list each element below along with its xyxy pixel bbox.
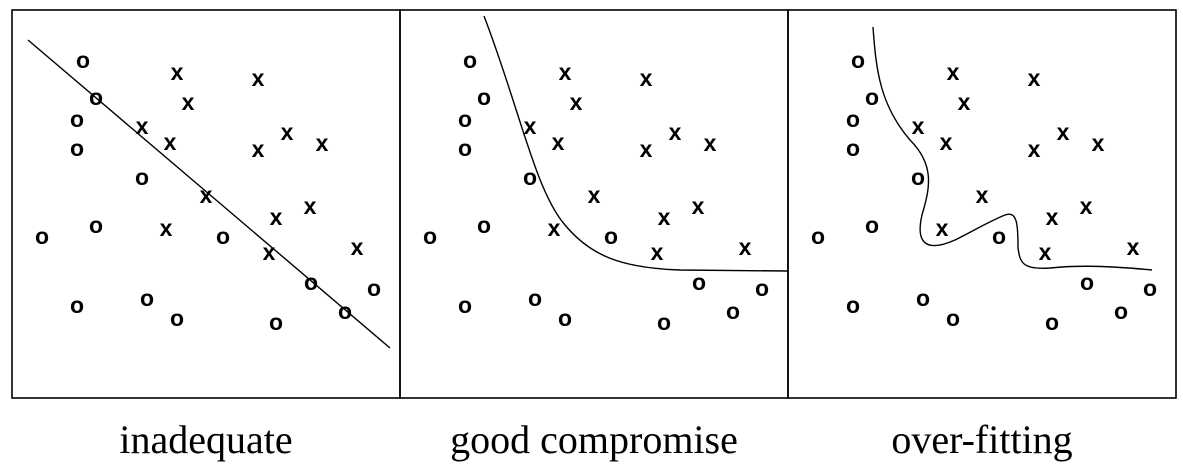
inadequate-o-point: o (76, 47, 90, 73)
inadequate-x-point: x (136, 113, 149, 139)
over-fitting-x-point: x (940, 129, 953, 155)
over-fitting-x-point: x (912, 113, 925, 139)
good-compromise-x-point: x (640, 136, 653, 162)
inadequate-x-point: x (263, 239, 276, 265)
decision-boundary-good-compromise (483, 15, 789, 272)
good-compromise-o-point: o (458, 292, 472, 318)
inadequate-x-point: x (270, 204, 283, 230)
over-fitting-x-point: x (1028, 136, 1041, 162)
good-compromise-o-point: o (477, 84, 491, 110)
inadequate-o-point: o (170, 305, 184, 331)
good-compromise-x-point: x (548, 215, 561, 241)
good-compromise-o-point: o (458, 135, 472, 161)
good-compromise-o-point: o (726, 298, 740, 324)
inadequate-x-point: x (304, 193, 317, 219)
inadequate-o-point: o (269, 309, 283, 335)
over-fitting-x-point: x (1039, 239, 1052, 265)
over-fitting-o-point: o (851, 47, 865, 73)
over-fitting-x-point: x (1127, 234, 1140, 260)
over-fitting-x-point: x (947, 59, 960, 85)
inadequate-o-point: o (70, 135, 84, 161)
caption-over-fitting: over-fitting (891, 417, 1073, 462)
decision-boundary-inadequate (27, 39, 391, 349)
good-compromise-x-point: x (524, 113, 537, 139)
good-compromise-o-point: o (692, 269, 706, 295)
over-fitting-o-point: o (946, 305, 960, 331)
inadequate-o-point: o (367, 275, 381, 301)
over-fitting-o-point: o (911, 164, 925, 190)
good-compromise-o-point: o (477, 212, 491, 238)
over-fitting-o-point: o (1143, 275, 1157, 301)
good-compromise-x-point: x (559, 59, 572, 85)
over-fitting-o-point: o (846, 106, 860, 132)
good-compromise-o-point: o (423, 223, 437, 249)
inadequate-x-point: x (164, 129, 177, 155)
over-fitting-o-point: o (865, 212, 879, 238)
inadequate-x-point: x (316, 130, 329, 156)
over-fitting-o-point: o (1080, 269, 1094, 295)
good-compromise-o-point: o (458, 106, 472, 132)
good-compromise-x-point: x (640, 65, 653, 91)
over-fitting-x-point: x (936, 215, 949, 241)
inadequate-x-point: x (200, 182, 213, 208)
inadequate-o-point: o (216, 223, 230, 249)
inadequate-x-point: x (351, 234, 364, 260)
over-fitting-o-point: o (846, 135, 860, 161)
over-fitting-o-point: o (992, 223, 1006, 249)
good-compromise-x-point: x (692, 193, 705, 219)
inadequate-x-point: x (281, 119, 294, 145)
over-fitting-x-point: x (1092, 130, 1105, 156)
inadequate-x-point: x (182, 89, 195, 115)
over-fitting-o-point: o (846, 292, 860, 318)
inadequate-x-point: x (252, 136, 265, 162)
inadequate-o-point: o (70, 106, 84, 132)
inadequate-o-point: o (304, 269, 318, 295)
good-compromise-o-point: o (463, 47, 477, 73)
over-fitting-o-point: o (1114, 298, 1128, 324)
inadequate-o-point: o (70, 292, 84, 318)
over-fitting-x-point: x (1046, 204, 1059, 230)
good-compromise-o-point: o (755, 275, 769, 301)
over-fitting-x-point: x (958, 89, 971, 115)
over-fitting-o-point: o (1045, 309, 1059, 335)
good-compromise-x-point: x (570, 89, 583, 115)
inadequate-o-point: o (135, 164, 149, 190)
good-compromise-o-point: o (528, 285, 542, 311)
over-fitting-x-point: x (976, 182, 989, 208)
over-fitting-o-point: o (916, 285, 930, 311)
panel-frame-over-fitting (787, 9, 1177, 399)
over-fitting-x-point: x (1057, 119, 1070, 145)
inadequate-o-point: o (35, 223, 49, 249)
over-fitting-x-point: x (1080, 193, 1093, 219)
good-compromise-o-point: o (657, 309, 671, 335)
over-fitting-o-point: o (811, 223, 825, 249)
good-compromise-o-point: o (558, 305, 572, 331)
good-compromise-x-point: x (658, 204, 671, 230)
over-fitting-x-point: x (1028, 65, 1041, 91)
inadequate-o-point: o (89, 84, 103, 110)
good-compromise-x-point: x (704, 130, 717, 156)
good-compromise-x-point: x (552, 129, 565, 155)
inadequate-x-point: x (252, 65, 265, 91)
caption-inadequate: inadequate (119, 417, 293, 462)
inadequate-o-point: o (89, 212, 103, 238)
decision-boundary-over-fitting (872, 26, 1153, 271)
inadequate-o-point: o (338, 298, 352, 324)
inadequate-o-point: o (140, 285, 154, 311)
good-compromise-x-point: x (739, 234, 752, 260)
over-fitting-o-point: o (865, 84, 879, 110)
good-compromise-o-point: o (523, 164, 537, 190)
good-compromise-x-point: x (651, 239, 664, 265)
good-compromise-x-point: x (588, 182, 601, 208)
inadequate-x-point: x (171, 59, 184, 85)
good-compromise-o-point: o (604, 223, 618, 249)
inadequate-x-point: x (160, 215, 173, 241)
caption-good-compromise: good compromise (450, 417, 738, 462)
good-compromise-x-point: x (669, 119, 682, 145)
